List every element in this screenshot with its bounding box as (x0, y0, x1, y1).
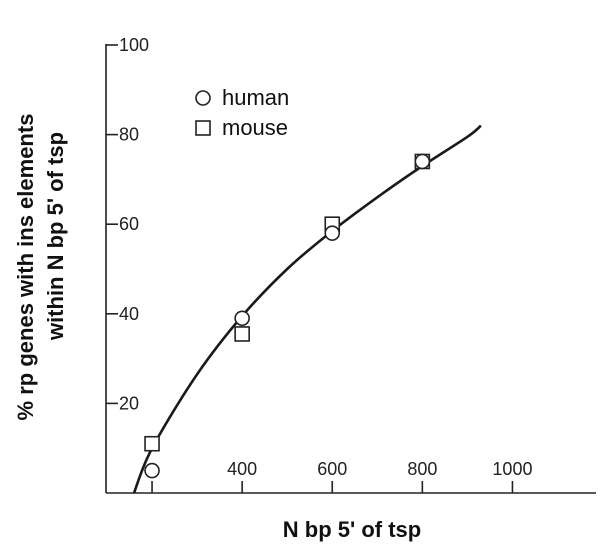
x-tick-label: 800 (407, 459, 437, 479)
human-point (414, 153, 431, 170)
mouse-legend-marker (195, 120, 211, 136)
fit-curve-line (132, 124, 482, 494)
y-tick-label: 60 (119, 214, 139, 234)
y-axis-title-line-2: within N bp 5' of tsp (43, 132, 68, 341)
legend: human mouse (195, 85, 289, 140)
x-tick-label: 1000 (492, 459, 532, 479)
x-ticks: 400 600 800 1000 (151, 459, 532, 493)
y-tick-label: 40 (119, 304, 139, 324)
legend-label-human: human (222, 85, 289, 110)
mouse-point (234, 326, 250, 342)
human-point (234, 310, 250, 327)
human-point (324, 225, 341, 241)
data-points (144, 153, 431, 479)
y-tick-label: 20 (119, 393, 139, 413)
x-tick-label: 400 (227, 459, 257, 479)
y-tick-label: 80 (119, 125, 139, 145)
legend-label-mouse: mouse (222, 115, 288, 140)
human-legend-marker (195, 90, 211, 106)
y-tick-label: 100 (119, 35, 149, 55)
x-axis-title: N bp 5' of tsp (283, 517, 421, 542)
x-tick-label: 600 (317, 459, 347, 479)
y-axis-title-line-1: % rp genes with ins elements (13, 114, 38, 421)
human-point (144, 462, 160, 479)
mouse-point (144, 435, 160, 452)
y-ticks: 20 40 60 80 100 (106, 35, 149, 413)
y-axis-title: % rp genes with ins elements within N bp… (13, 114, 68, 421)
axes (105, 44, 596, 494)
